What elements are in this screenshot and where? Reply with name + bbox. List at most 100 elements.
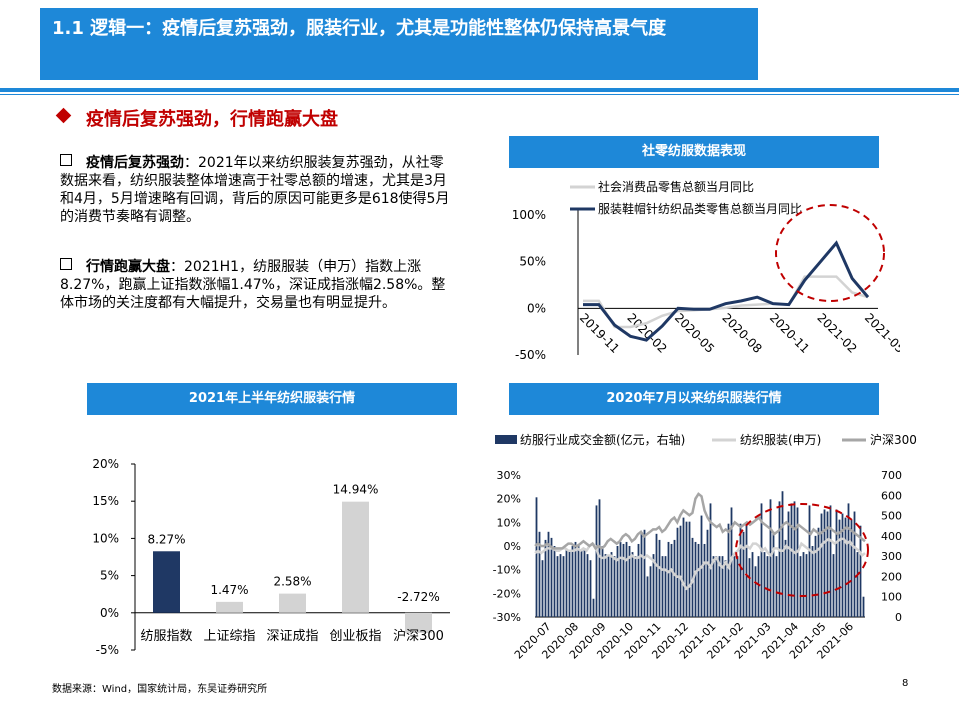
volume-bar [583,548,586,617]
volume-bar [763,552,766,617]
volume-bar [805,554,808,617]
bar-data-label: 2.58% [273,575,311,589]
volume-bar [619,541,622,617]
right-tick-label: 200 [881,570,902,583]
left-tick-label: 30% [497,469,521,482]
y-tick-label: -50% [515,348,546,362]
volume-bar [577,543,580,617]
x-tick-label: 2020-08 [719,311,764,356]
volume-bar [562,556,565,617]
volume-bar [574,541,577,617]
bar-1 [153,551,180,613]
left-tick-label: 20% [497,493,521,506]
bar-5 [405,612,432,634]
volume-bar [796,507,799,617]
legend-label: 沪深300 [870,433,917,447]
volume-bar [643,529,646,617]
volume-bar [682,517,685,617]
y-tick-label: -5% [96,643,119,657]
volume-bar [835,509,838,617]
volume-bar [790,503,793,617]
bullet-keyword: 疫情后复苏强劲 [86,155,184,171]
volume-bar [829,505,832,617]
volume-bar [601,546,604,617]
bullet-paragraph-2: 行情跑赢大盘：2021H1，纺服服装（申万）指数上涨8.27%，跑赢上证指数涨幅… [60,258,450,312]
x-tick-label: 2020-05 [672,311,717,356]
volume-bar [631,552,634,617]
volume-bar [613,556,616,617]
volume-bar [760,503,763,617]
volume-bar [661,556,664,617]
volume-bar [628,546,631,617]
volume-bar [751,552,754,617]
volume-bar [709,503,712,617]
volume-bar [694,541,697,617]
right-tick-label: 300 [881,550,902,563]
left-tick-label: -20% [493,587,521,600]
right-tick-label: 600 [881,489,902,502]
volume-bar [799,556,802,617]
bullet-text: ：2021H1，纺服服装（申万）指数上涨8.27%，跑赢上证指数涨幅1.47%，… [60,259,446,311]
volume-bar [784,539,787,617]
bar-3 [279,593,306,613]
volume-bar [697,543,700,617]
legend-label: 纺织服装(申万) [740,433,821,447]
series-line-2 [534,492,866,551]
x-category-label: 上证综指 [203,629,255,644]
page-number: 8 [902,678,909,689]
volume-bar [826,511,829,617]
volume-bar [841,513,844,617]
volume-bar [775,556,778,617]
volume-bar [568,550,571,617]
volume-bar [850,519,853,617]
since-july-combo-chart: 纺服行业成交金额(亿元，右轴) 纺织服装(申万) 沪深300 30% 20% 10% 0% -… [493,432,917,662]
volume-bar [838,519,841,617]
bar-data-label: 14.94% [333,483,379,497]
volume-bar [715,556,718,617]
panel-title-since-july: 2020年7月以来纺织服装行情 [509,383,879,415]
volume-bar [856,552,859,617]
volume-bar [538,531,541,617]
volume-bar [571,546,574,617]
panel-title-retail: 社零纺服数据表现 [509,136,879,168]
volume-bar [820,513,823,617]
volume-bar [739,523,742,617]
volume-bar [595,505,598,617]
volume-bar [544,539,547,617]
y-tick-label: 5% [100,569,119,583]
volume-bar [547,531,550,617]
volume-bar [670,543,673,617]
volume-bar [862,596,865,617]
right-tick-label: 700 [881,469,902,482]
volume-bar [652,554,655,617]
volume-bar [580,550,583,617]
volume-bar [823,509,826,617]
volume-bar [802,552,805,617]
volume-bar [844,517,847,617]
volume-bar [565,550,568,617]
volume-bar [685,521,688,617]
h1-bar-chart: 20% 15% 10% 5% 0% -5% 8.27% 纺服指数 1.47% 上证综指 2.58% 深… [92,457,450,657]
volume-bar [676,527,679,617]
volume-bar [748,558,751,617]
highlight-ellipse [735,503,869,597]
volume-bar [733,556,736,617]
volume-bar [607,556,610,617]
right-tick-label: 100 [881,591,902,604]
section-heading: 疫情后复苏强劲，行情跑赢大盘 [86,109,338,130]
retail-line-chart: 100% 50% 0% -50% 2019-11 2020-02 2020-05 2020-0… [512,179,900,362]
volume-bar [745,523,748,617]
bullet-text: ：2021年以来纺织服装复苏强劲，从社零数据来看，纺织服装整体增速高于社零总额的… [60,155,450,225]
volume-bar [754,566,757,617]
x-tick-label: 2021-05 [862,311,900,356]
bullet-paragraph-1: 疫情后复苏强劲：2021年以来纺织服装复苏强劲，从社零数据来看，纺织服装整体增速… [60,154,450,226]
series-line-1 [583,275,869,329]
y-tick-label: 15% [92,494,119,508]
checkbox-bullet-icon [60,154,72,166]
volume-bar [622,543,625,617]
y-tick-label: 50% [519,255,546,269]
bullet-keyword: 行情跑赢大盘 [86,259,170,275]
volume-bar [718,556,721,617]
volume-bar [757,556,760,617]
series-line-2 [583,240,870,342]
